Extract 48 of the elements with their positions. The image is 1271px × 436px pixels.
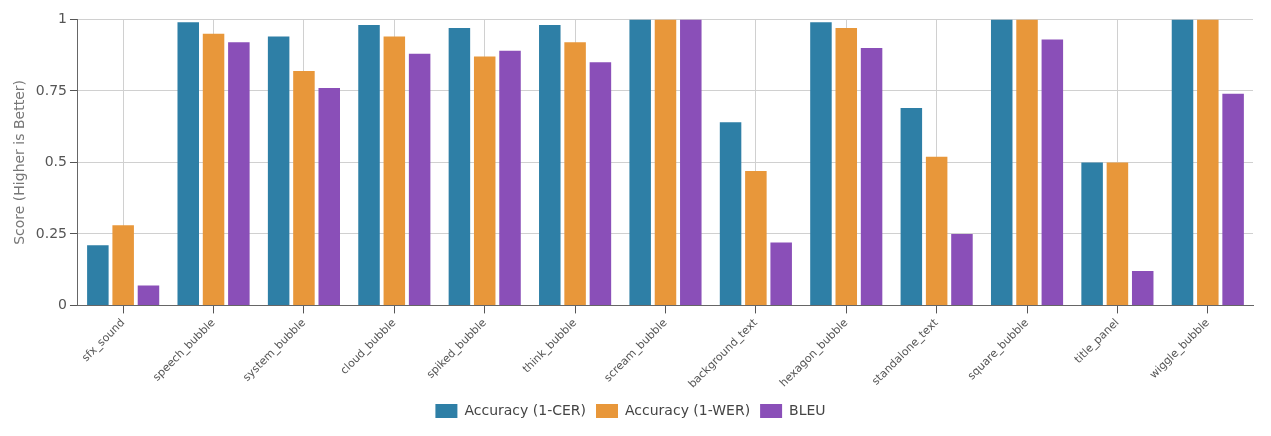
- bar: [589, 62, 612, 305]
- bar: [87, 245, 109, 305]
- bar: [719, 122, 742, 305]
- bar: [112, 225, 134, 305]
- bar: [293, 70, 315, 305]
- bar: [1171, 19, 1194, 305]
- bar: [900, 108, 923, 305]
- y-tick-label: 0.25: [35, 224, 67, 241]
- bar: [1131, 271, 1154, 305]
- bar: [177, 22, 199, 305]
- bar: [408, 53, 431, 305]
- bar: [228, 42, 250, 305]
- bar: [202, 33, 225, 305]
- y-tick-label: 0.75: [35, 81, 67, 98]
- y-axis-title: Score (Higher is Better): [11, 80, 28, 245]
- bar: [860, 48, 883, 305]
- bar: [990, 19, 1013, 305]
- legend-label: BLEU: [789, 401, 826, 418]
- bar: [358, 25, 380, 305]
- bar: [654, 19, 677, 305]
- bar: [1041, 39, 1064, 305]
- bar: [564, 42, 586, 305]
- bar: [1222, 93, 1244, 305]
- bar: [473, 56, 496, 305]
- bar: [499, 50, 521, 305]
- bar: [383, 36, 406, 305]
- bar: [770, 242, 792, 305]
- bar: [629, 19, 651, 305]
- y-tick-label: 0: [58, 296, 67, 313]
- bar: [835, 27, 858, 305]
- bar: [267, 36, 290, 305]
- bar: [745, 170, 767, 305]
- bar: [1106, 162, 1129, 305]
- bar: [318, 88, 340, 305]
- bar: [1197, 19, 1219, 305]
- y-tick-label: 1: [58, 10, 67, 27]
- y-tick-label: 0.5: [44, 153, 67, 170]
- legend-label: Accuracy (1-CER): [464, 401, 587, 418]
- bar: [1081, 162, 1103, 305]
- bar: [1016, 19, 1038, 305]
- bar: [810, 22, 832, 305]
- bar: [137, 285, 160, 305]
- bar: [925, 156, 948, 305]
- bar: [539, 25, 561, 305]
- legend-label: Accuracy (1-WER): [625, 401, 751, 418]
- bar: [680, 19, 702, 305]
- bar: [951, 233, 973, 305]
- bar: [448, 27, 471, 305]
